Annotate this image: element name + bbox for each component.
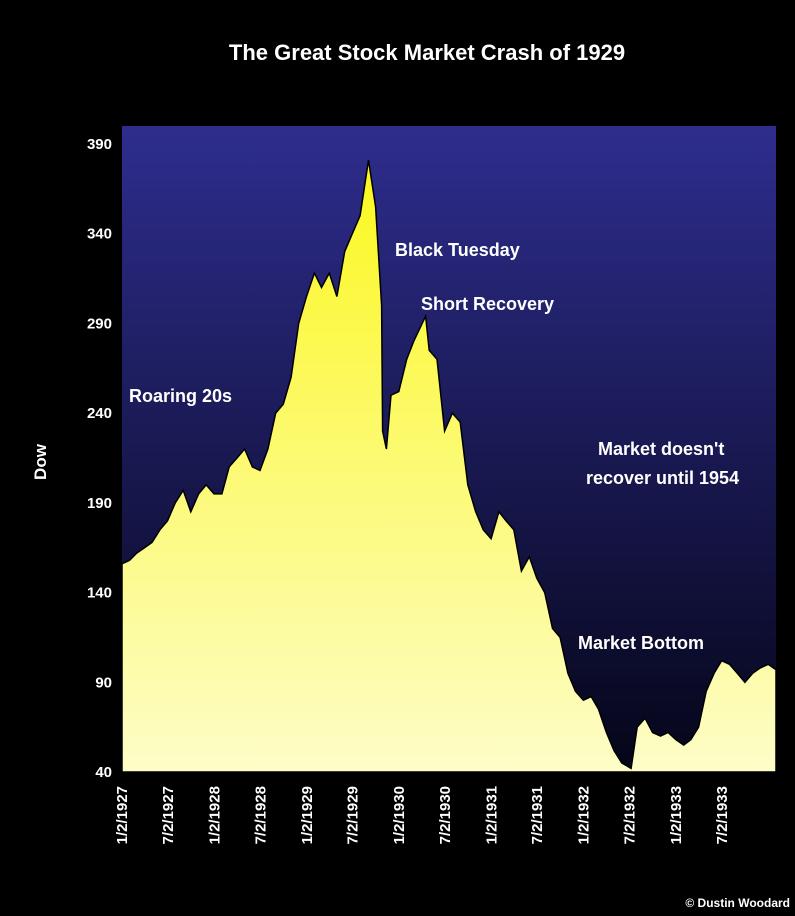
x-tick-label: 7/2/1928 bbox=[252, 786, 269, 844]
x-tick-label: 7/2/1929 bbox=[345, 786, 362, 844]
y-tick-label: 90 bbox=[95, 674, 112, 691]
x-tick-label: 1/2/1929 bbox=[299, 786, 316, 844]
chart-title: The Great Stock Market Crash of 1929 bbox=[229, 40, 625, 65]
x-tick-label: 1/2/1927 bbox=[114, 786, 131, 844]
annotation-black-tuesday: Black Tuesday bbox=[395, 240, 520, 260]
y-axis-ticks: 40 90 140 190 240 290 340 390 bbox=[87, 136, 112, 781]
y-tick-label: 40 bbox=[95, 764, 112, 781]
y-tick-label: 290 bbox=[87, 315, 112, 332]
annotation-recover-until-1954: recover until 1954 bbox=[586, 468, 739, 488]
annotation-market-bottom: Market Bottom bbox=[578, 633, 704, 653]
dow-area-series bbox=[121, 159, 777, 773]
y-tick-label: 340 bbox=[87, 226, 112, 243]
x-tick-label: 1/2/1933 bbox=[668, 786, 685, 844]
x-tick-label: 7/2/1932 bbox=[622, 786, 639, 844]
y-tick-label: 140 bbox=[87, 585, 112, 602]
x-tick-label: 7/2/1927 bbox=[160, 786, 177, 844]
y-tick-label: 190 bbox=[87, 495, 112, 512]
x-tick-label: 7/2/1930 bbox=[437, 786, 454, 844]
x-tick-label: 1/2/1931 bbox=[483, 786, 500, 844]
credit-text: © Dustin Woodard bbox=[685, 896, 790, 910]
x-tick-label: 1/2/1930 bbox=[391, 786, 408, 844]
annotation-short-recovery: Short Recovery bbox=[421, 294, 554, 314]
x-tick-label: 7/2/1931 bbox=[529, 786, 546, 844]
annotation-market-doesnt: Market doesn't bbox=[598, 439, 724, 459]
y-axis-label: Dow bbox=[31, 443, 50, 480]
annotation-roaring-20s: Roaring 20s bbox=[129, 386, 232, 406]
x-axis-ticks: 1/2/1927 7/2/1927 1/2/1928 7/2/1928 1/2/1929… bbox=[114, 786, 731, 844]
x-tick-label: 1/2/1932 bbox=[576, 786, 593, 844]
y-tick-label: 390 bbox=[87, 136, 112, 153]
x-tick-label: 7/2/1933 bbox=[714, 786, 731, 844]
x-tick-label: 1/2/1928 bbox=[206, 786, 223, 844]
y-tick-label: 240 bbox=[87, 405, 112, 422]
